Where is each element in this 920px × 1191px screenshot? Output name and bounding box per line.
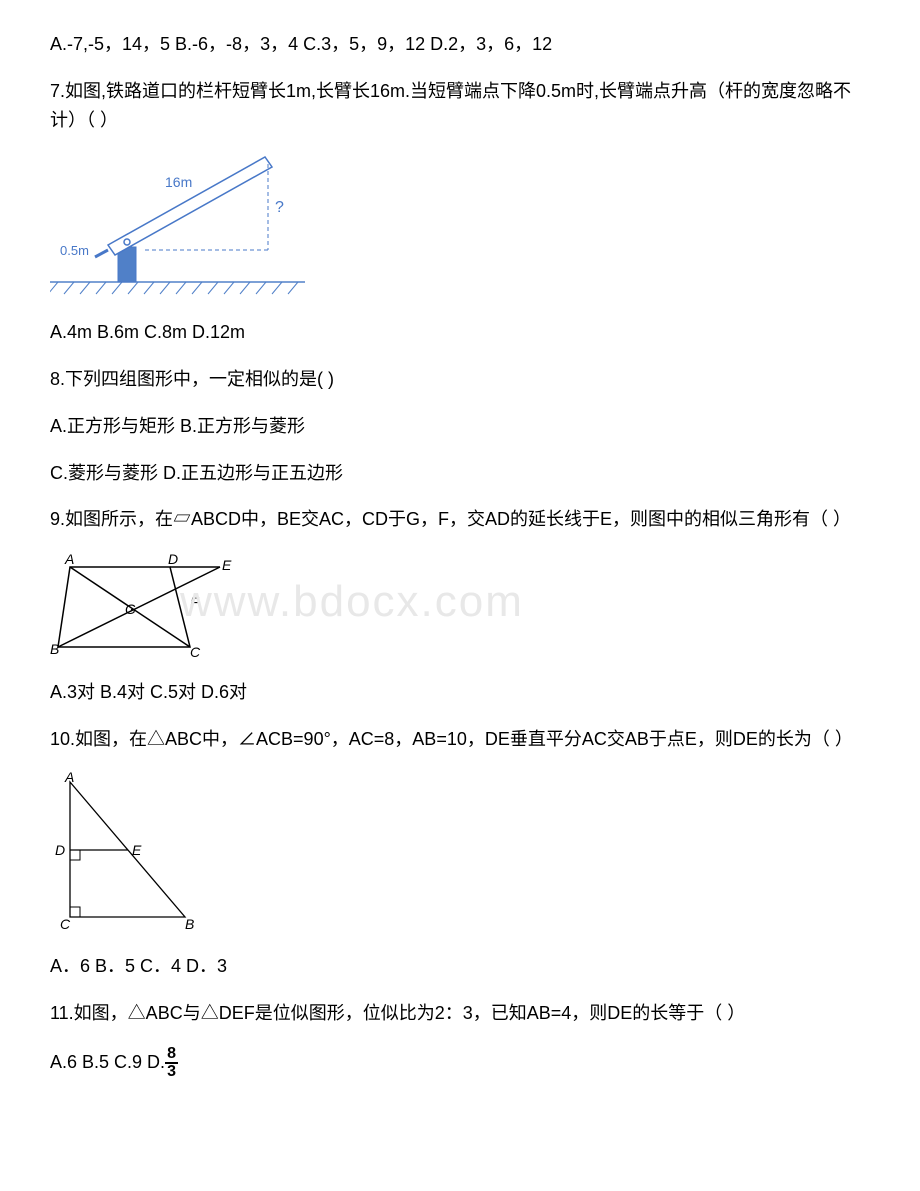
q7-figure: 16m ? 0.5m (50, 152, 870, 306)
q10-figure: A D E C B (50, 772, 870, 941)
svg-text:E: E (132, 842, 142, 858)
svg-text:D: D (168, 552, 178, 567)
q8-text: 8.下列四组图形中，一定相似的是( ) (50, 365, 870, 394)
q8-answers-line2: C.菱形与菱形 D.正五边形与正五边形 (50, 459, 870, 488)
q10-answers: A．6 B．5 C．4 D．3 (50, 952, 870, 981)
svg-text:C: C (190, 644, 201, 657)
svg-text:G: G (125, 601, 136, 617)
q10-text: 10.如图，在△ABC中，∠ACB=90°，AC=8，AB=10，DE垂直平分A… (50, 725, 870, 754)
q7-text: 7.如图,铁路道口的栏杆短臂长1m,长臂长16m.当短臂端点下降0.5m时,长臂… (50, 77, 870, 135)
q11-answers: A.6 B.5 C.9 D.83 (50, 1046, 870, 1080)
q9-text: 9.如图所示，在▱ABCD中，BE交AC，CD于G，F，交AD的延长线于E，则图… (50, 505, 870, 534)
q9-answers: A.3对 B.4对 C.5对 D.6对 (50, 678, 870, 707)
q11-answers-prefix: A.6 B.5 C.9 D. (50, 1052, 165, 1072)
q9-figure: A D E B C G F www.bdocx.com (50, 552, 870, 666)
svg-text:A: A (64, 552, 74, 567)
svg-text:C: C (60, 916, 71, 932)
q6-answers: A.-7,-5，14，5 B.-6，-8，3，4 C.3，5，9，12 D.2，… (50, 30, 870, 59)
svg-text:A: A (64, 772, 74, 785)
svg-text:E: E (222, 557, 232, 573)
q11-text: 11.如图，△ABC与△DEF是位似图形，位似比为2：3，已知AB=4，则DE的… (50, 999, 870, 1028)
label-question: ? (275, 199, 284, 216)
svg-text:D: D (55, 842, 65, 858)
q11-fraction: 83 (165, 1046, 178, 1080)
label-16m: 16m (165, 174, 192, 190)
svg-text:B: B (185, 916, 194, 932)
q8-answers-line1: A.正方形与矩形 B.正方形与菱形 (50, 412, 870, 441)
svg-text:F: F (190, 594, 200, 610)
label-05m: 0.5m (60, 243, 89, 258)
svg-text:B: B (50, 641, 59, 657)
q7-answers: A.4m B.6m C.8m D.12m (50, 318, 870, 347)
